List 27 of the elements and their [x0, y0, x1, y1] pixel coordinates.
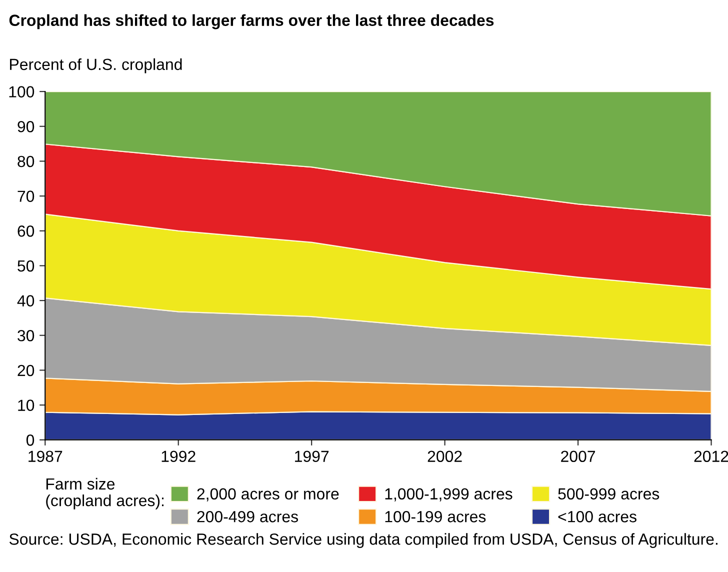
legend-label: 2,000 acres or more: [197, 488, 339, 502]
x-tick-label: 2002: [428, 450, 462, 462]
source-note: Source: USDA, Economic Research Service using data compiled from USDA, Census of Agriculture.: [9, 533, 718, 548]
y-tick-label: 40: [17, 295, 34, 306]
y-tick-label: 50: [18, 260, 34, 272]
x-tick-label: 1987: [28, 450, 62, 462]
legend-label: 100-199 acres: [385, 511, 486, 522]
y-tick-label: 0: [26, 434, 34, 446]
y-tick-label: 20: [18, 364, 34, 376]
legend-title: Farm size (cropland acres):: [46, 478, 164, 510]
chart-title: Cropland has shifted to larger farms over the last three decades: [9, 14, 494, 30]
x-tick-label: 1992: [162, 450, 196, 462]
legend-label: 1,000-1,999 acres: [385, 488, 512, 502]
y-tick-label: 10: [18, 400, 34, 411]
x-tick-label: 2012: [694, 450, 728, 462]
y-tick-label: 70: [18, 190, 34, 202]
y-axis-title: Percent of U.S. cropland: [10, 58, 182, 74]
legend-label: 500-999 acres: [558, 488, 660, 500]
legend-label: 200-499 acres: [197, 511, 298, 522]
y-tick-label: 80: [18, 156, 34, 168]
y-tick-label: 30: [18, 330, 34, 342]
x-tick-label: 2007: [561, 450, 595, 462]
x-tick-label: 1997: [295, 450, 329, 462]
y-tick-label: 100: [9, 86, 34, 98]
legend-label: <100 acres: [558, 511, 636, 522]
y-tick-label: 60: [18, 225, 34, 237]
y-tick-label: 90: [18, 120, 34, 132]
